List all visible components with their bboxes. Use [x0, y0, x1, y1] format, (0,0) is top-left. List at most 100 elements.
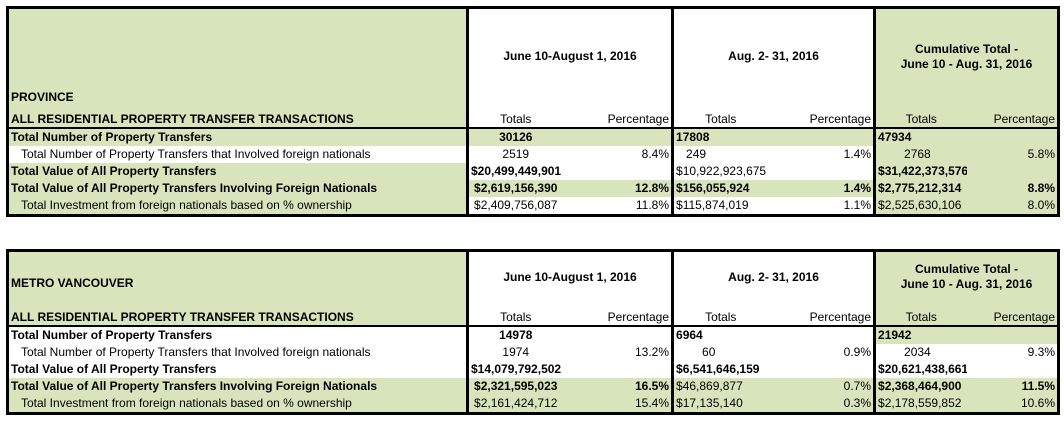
province-period1-header: June 10-August 1, 2016: [465, 7, 673, 105]
percentage-header: Percentage: [966, 302, 1059, 326]
totals-header: Totals: [466, 302, 563, 326]
table-row: Total Value of All Property Transfers In…: [7, 377, 1059, 395]
cell-value: 9.3%: [1027, 344, 1056, 359]
row-label: Total Number of Property Transfers that …: [21, 146, 371, 161]
cell-value: 6964: [671, 325, 768, 344]
row-label: Total Number of Property Transfers: [11, 327, 213, 342]
cell-value: 5.8%: [966, 145, 1059, 163]
totals-header: Totals: [873, 302, 967, 326]
metro-period2-header: Aug. 2- 31, 2016: [671, 250, 875, 303]
cell-value: 0.3%: [843, 395, 872, 410]
cell-value: 0.9%: [843, 344, 872, 359]
cell-value: $20,621,438,661: [873, 360, 967, 378]
row-label: Total Investment from foreign nationals …: [21, 395, 352, 410]
cell-value: $156,055,924: [671, 179, 768, 197]
percentage-header: Percentage: [809, 111, 872, 126]
cell-value: 10.6%: [1020, 395, 1056, 410]
province-period2-header: Aug. 2- 31, 2016: [671, 7, 875, 105]
totals-header: Totals: [873, 104, 967, 128]
table-row: Total Value of All Property Transfers $1…: [8, 360, 1059, 378]
metro-period1-header: June 10-August 1, 2016: [465, 250, 673, 303]
metro-title: METRO VANCOUVER: [7, 250, 468, 303]
cell-value: 1974: [466, 343, 563, 361]
cell-value: [563, 128, 673, 146]
table-row: Total Investment from foreign nationals …: [7, 196, 1059, 215]
cell-value: [966, 162, 1059, 180]
row-label: Total Value of All Property Transfers In…: [11, 378, 378, 393]
province-cumulative-header: Cumulative Total - June 10 - Aug. 31, 20…: [873, 7, 1059, 105]
cell-value: 1.4%: [843, 146, 872, 161]
table-row: Total Number of Property Transfers 30126…: [7, 127, 1059, 146]
cell-value: 1.4%: [843, 180, 872, 195]
cell-value: [967, 361, 1059, 378]
cell-value: $2,775,212,314: [873, 179, 967, 197]
cell-value: 60: [671, 343, 768, 361]
totals-header: Totals: [671, 302, 768, 326]
cell-value: [768, 163, 875, 180]
section-label: ALL RESIDENTIAL PROPERTY TRANSFER TRANSA…: [7, 104, 468, 128]
cumulative-header-line2: June 10 - Aug. 31, 2016: [900, 277, 1033, 292]
percentage-header: Percentage: [607, 111, 670, 126]
table-row: Total Value of All Property Transfers In…: [7, 179, 1059, 197]
cell-value: [768, 361, 875, 378]
cell-value: $2,178,559,852: [873, 394, 967, 413]
cell-value: [768, 326, 875, 344]
row-label: Total Investment from foreign nationals …: [7, 196, 468, 215]
cell-value: $2,409,756,087: [466, 196, 563, 215]
cell-value: 0.7%: [843, 378, 872, 393]
cell-value: 21942: [873, 325, 967, 344]
cell-value: 17808: [671, 127, 768, 146]
cell-value: $14,079,792,502: [466, 360, 563, 378]
cell-value: $2,321,595,023: [466, 377, 563, 395]
table-row: Total Number of Property Transfers that …: [8, 343, 1059, 361]
table-row: Total Value of All Property Transfers $2…: [7, 162, 1059, 180]
table-row: Total Investment from foreign nationals …: [7, 394, 1059, 413]
cell-value: $115,874,019: [671, 196, 768, 215]
percentage-header: Percentage: [809, 309, 872, 324]
cell-value: $20,499,449,901: [466, 162, 563, 180]
cell-value: [966, 325, 1059, 344]
cell-value: $10,922,923,675: [671, 162, 768, 180]
metro-vancouver-table: METRO VANCOUVER June 10-August 1, 2016 A…: [6, 249, 1061, 415]
cell-value: 16.5%: [634, 378, 670, 393]
totals-header: Totals: [466, 104, 563, 128]
cumulative-header-line1: Cumulative Total -: [914, 262, 1019, 277]
cell-value: [563, 326, 673, 344]
cell-value: 11.5%: [1021, 378, 1056, 393]
metro-cumulative-header: Cumulative Total - June 10 - Aug. 31, 20…: [873, 250, 1059, 303]
cell-value: $2,525,630,106: [873, 196, 967, 215]
cumulative-header-line2: June 10 - Aug. 31, 2016: [900, 56, 1033, 71]
totals-header: Totals: [671, 104, 768, 128]
cell-value: $6,541,646,159: [671, 360, 768, 378]
table-row: Total Number of Property Transfers 14978…: [8, 325, 1059, 344]
cell-value: 47934: [873, 127, 967, 146]
cell-value: [967, 128, 1059, 146]
section-label: ALL RESIDENTIAL PROPERTY TRANSFER TRANSA…: [7, 302, 468, 326]
row-label: Total Value of All Property Transfers: [7, 162, 468, 180]
cell-value: 8.8%: [1027, 180, 1056, 195]
row-label: Total Value of All Property Transfers In…: [11, 180, 378, 195]
cell-value: $31,422,373,576: [873, 162, 967, 180]
cell-value: $2,161,424,712: [466, 394, 563, 413]
table-row: Total Number of Property Transfers that …: [8, 145, 1059, 163]
cell-value: $2,368,464,900: [873, 377, 967, 395]
cell-value: $17,135,140: [671, 394, 768, 413]
cell-value: 14978: [466, 325, 563, 344]
cell-value: 2768: [873, 145, 967, 163]
cell-value: 11.8%: [635, 197, 670, 212]
row-label: Total Number of Property Transfers: [11, 129, 213, 144]
cell-value: 8.0%: [966, 196, 1059, 215]
cell-value: 30126: [466, 127, 563, 146]
cell-value: 8.4%: [641, 146, 670, 161]
cell-value: 15.4%: [634, 395, 670, 410]
row-label: Total Value of All Property Transfers: [11, 361, 217, 376]
cumulative-header-line1: Cumulative Total -: [914, 41, 1019, 56]
percentage-header: Percentage: [966, 104, 1059, 128]
cell-value: 1.1%: [843, 197, 872, 212]
percentage-header: Percentage: [607, 309, 670, 324]
cell-value: 2519: [466, 145, 563, 163]
cell-value: [768, 128, 875, 146]
cell-value: 12.8%: [634, 180, 670, 195]
cell-value: 13.2%: [634, 344, 670, 359]
cell-value: 249: [671, 145, 768, 163]
